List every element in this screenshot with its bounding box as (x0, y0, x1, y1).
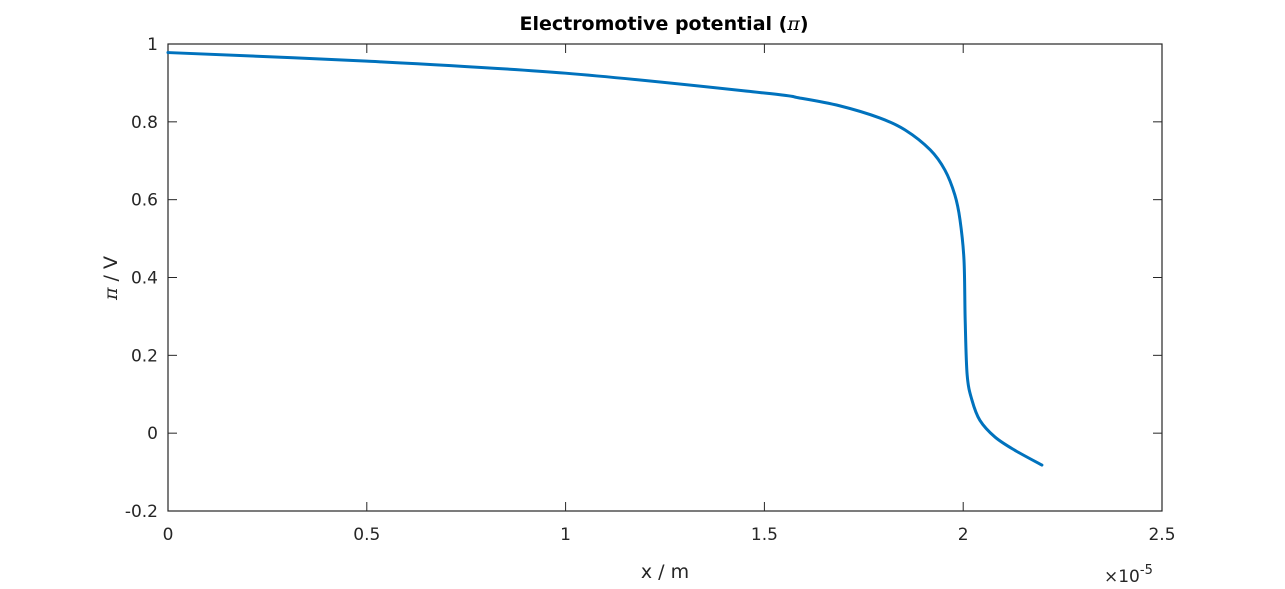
x-tick-label: 0.5 (353, 525, 380, 545)
x-tick-label: 1 (560, 525, 571, 545)
y-tick-label: -0.2 (125, 502, 158, 522)
y-tick-label: 0.4 (131, 269, 158, 289)
x-axis-label: x / m (641, 561, 689, 583)
y-axis-ticks: -0.2 0 0.2 0.4 0.6 0.8 1 (125, 35, 1162, 522)
y-tick-label: 0.6 (131, 191, 158, 211)
x-tick-label: 2.5 (1148, 525, 1175, 545)
data-line-pi (166, 51, 1044, 467)
x-tick-label: 1.5 (751, 525, 778, 545)
x-axis-ticks: 0 0.5 1 1.5 2 2.5 (163, 44, 1176, 545)
x-tick-label: 0 (163, 525, 174, 545)
plot-area: 0 0.5 1 1.5 2 2.5 -0.200.20.40.60.81 (125, 35, 1176, 545)
axes-box (167, 43, 1163, 512)
y-tick-label: 1 (147, 35, 158, 55)
x-tick-label: 2 (958, 525, 969, 545)
y-tick-label: 0 (147, 424, 158, 444)
y-tick-label: 0.8 (131, 113, 158, 133)
y-tick-label: 0.2 (131, 346, 158, 366)
chart-title: Electromotive potential (π) (519, 13, 808, 35)
x-axis-exponent: ×10-5 (1104, 563, 1153, 587)
y-axis-label: π / V (100, 256, 122, 301)
